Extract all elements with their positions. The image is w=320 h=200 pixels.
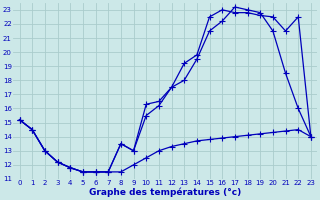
X-axis label: Graphe des températures (°c): Graphe des températures (°c) [89,188,241,197]
